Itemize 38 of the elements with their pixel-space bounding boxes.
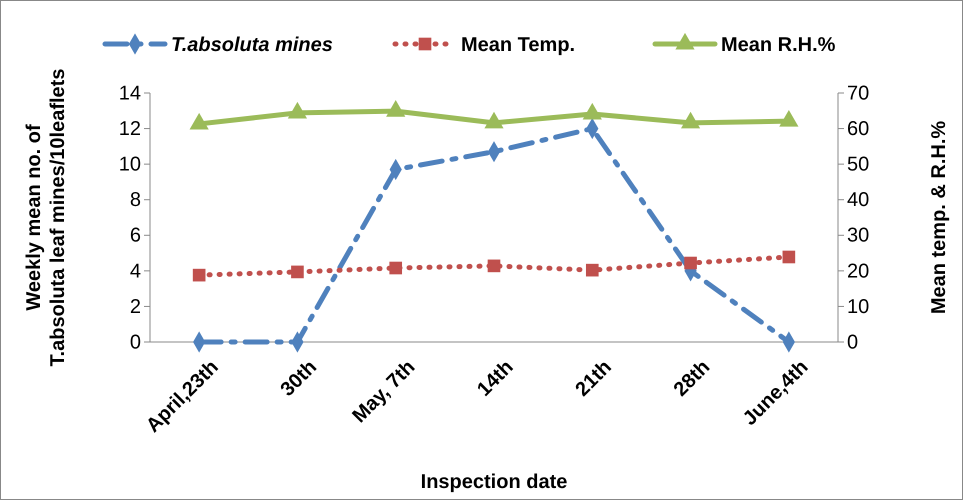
point bbox=[684, 256, 697, 270]
y-tick-label: 8 bbox=[130, 189, 141, 212]
y2-tick-label: 50 bbox=[847, 154, 870, 176]
y-tick-label: 10 bbox=[118, 154, 141, 176]
y-tick-label: 14 bbox=[118, 82, 141, 104]
point bbox=[386, 100, 406, 117]
point bbox=[779, 110, 798, 127]
point bbox=[291, 266, 304, 278]
point bbox=[389, 262, 402, 274]
point bbox=[782, 250, 796, 264]
y2-tick-label: 70 bbox=[847, 82, 870, 104]
y2-tick-label: 40 bbox=[847, 189, 870, 212]
point bbox=[192, 268, 206, 282]
legend-label: T.absoluta mines bbox=[171, 34, 333, 56]
y-tick-label: 12 bbox=[118, 118, 141, 140]
y2-tick-label: 30 bbox=[847, 224, 870, 247]
point bbox=[488, 260, 500, 272]
point bbox=[582, 102, 602, 120]
y2-tick-label: 0 bbox=[847, 331, 858, 354]
x-axis-title: Inspection date bbox=[420, 471, 568, 493]
y-axis-title: Weekly mean no. of T.absoluta leaf mines/10leaflets bbox=[23, 68, 69, 366]
point bbox=[680, 112, 700, 128]
point bbox=[586, 264, 599, 276]
y2-axis-title: Mean temp. & R.H.% bbox=[928, 120, 950, 314]
y2-tick-label: 60 bbox=[847, 118, 870, 140]
y-tick-label: 2 bbox=[130, 296, 141, 318]
x-tick-label: 30th bbox=[276, 356, 322, 401]
point bbox=[190, 112, 209, 130]
y2-tick-label: 10 bbox=[847, 296, 870, 318]
point bbox=[484, 112, 504, 128]
point bbox=[288, 102, 308, 118]
y-tick-label: 0 bbox=[130, 331, 141, 354]
y-tick-label: 4 bbox=[130, 260, 141, 282]
legend-label: Mean R.H.% bbox=[721, 34, 836, 56]
y2-tick-label: 20 bbox=[847, 260, 870, 282]
legend-label: Mean Temp. bbox=[461, 34, 576, 56]
x-tick-label: 14th bbox=[473, 356, 518, 401]
y-tick-label: 6 bbox=[130, 224, 141, 247]
